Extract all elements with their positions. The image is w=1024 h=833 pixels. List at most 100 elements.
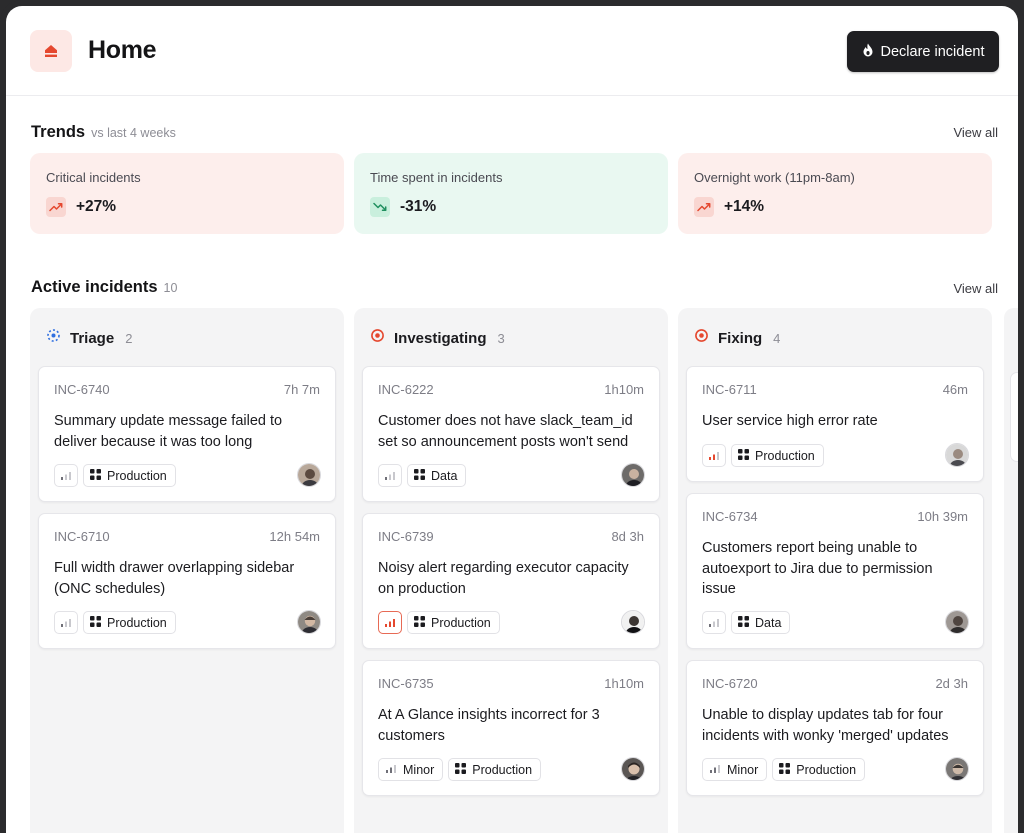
service-grid-icon (738, 615, 749, 630)
incident-card[interactable]: INC-6735 1h10m At A Glance insights inco… (362, 660, 660, 796)
triage-status-icon (46, 328, 61, 348)
trend-up-icon (46, 197, 66, 217)
incident-card-partial[interactable] (1010, 372, 1018, 462)
trends-view-all-link[interactable]: View all (953, 125, 998, 140)
trend-card-time-spent[interactable]: Time spent in incidents -31% (354, 153, 668, 234)
column-triage: Triage 2 INC-6740 7h 7m Summary update m… (30, 308, 344, 833)
column-investigating: Investigating 3 INC-6222 1h10m Customer … (354, 308, 668, 833)
service-grid-icon (90, 615, 101, 630)
column-header: Triage 2 (46, 328, 132, 348)
incident-id: INC-6222 (378, 382, 434, 397)
trend-card-overnight[interactable]: Overnight work (11pm-8am) +14% (678, 153, 992, 234)
service-grid-icon (414, 615, 425, 630)
incident-title: Customers report being unable to autoexp… (702, 540, 933, 597)
incident-title: Full width drawer overlapping sidebar (O… (54, 560, 295, 597)
tag-chip[interactable]: Production (83, 464, 176, 487)
severity-minor-icon (385, 763, 397, 777)
tag-label: Production (431, 615, 491, 630)
avatar[interactable] (945, 757, 969, 781)
app-window: Home Declare incident Trends vs last 4 we… (6, 6, 1018, 833)
incident-card[interactable]: INC-6739 8d 3h Noisy alert regarding exe… (362, 513, 660, 649)
fixing-status-icon (694, 328, 709, 348)
investigating-status-icon (370, 328, 385, 348)
incident-card[interactable]: INC-6710 12h 54m Full width drawer overl… (38, 513, 336, 649)
trends-title: Trends (31, 123, 86, 141)
active-incidents-heading: Active incidents 10 (31, 278, 177, 297)
incident-title: Noisy alert regarding executor capacity … (378, 560, 629, 597)
avatar[interactable] (297, 463, 321, 487)
avatar[interactable] (945, 443, 969, 467)
avatar[interactable] (621, 463, 645, 487)
trend-label: Critical incidents (46, 170, 141, 185)
column-name: Triage (70, 329, 115, 347)
tag-label: Data (431, 468, 458, 483)
incident-card[interactable]: INC-6740 7h 7m Summary update message fa… (38, 366, 336, 502)
tag-label: Production (472, 762, 533, 777)
incident-card[interactable]: INC-6711 46m User service high error rat… (686, 366, 984, 482)
severity-critical-icon[interactable] (378, 611, 402, 634)
trend-value: -31% (400, 198, 437, 215)
tag-chip[interactable]: Production (407, 611, 500, 634)
declare-incident-label: Declare incident (880, 43, 985, 60)
fire-icon (862, 43, 874, 61)
tag-chip[interactable]: Data (407, 464, 467, 487)
avatar[interactable] (945, 610, 969, 634)
incident-title: Unable to display updates tab for four i… (702, 707, 949, 744)
active-view-all-link[interactable]: View all (953, 281, 998, 296)
tag-label: Production (755, 448, 815, 463)
severity-low-icon[interactable] (702, 611, 726, 634)
avatar[interactable] (297, 610, 321, 634)
home-icon (30, 30, 72, 72)
severity-minor-icon (709, 763, 721, 777)
column-fixing: Fixing 4 INC-6711 46m User service high … (678, 308, 992, 833)
incident-card[interactable]: INC-6734 10h 39m Customers report being … (686, 493, 984, 649)
page-header: Home Declare incident (6, 6, 1018, 96)
column-count: 2 (125, 330, 133, 346)
avatar[interactable] (621, 757, 645, 781)
service-grid-icon (738, 448, 749, 463)
tag-chip[interactable]: Production (448, 758, 542, 781)
column-count: 3 (497, 330, 505, 346)
tag-label: Data (755, 615, 782, 630)
incident-id: INC-6739 (378, 529, 434, 544)
incident-title: User service high error rate (702, 413, 878, 429)
trends-heading: Trends vs last 4 weeks (31, 123, 176, 142)
tag-chip[interactable]: Production (83, 611, 176, 634)
column-name: Investigating (394, 329, 487, 347)
incident-id: INC-6740 (54, 382, 110, 397)
tag-chip[interactable]: Data (731, 611, 791, 634)
service-grid-icon (414, 468, 425, 483)
incident-card[interactable]: INC-6222 1h10m Customer does not have sl… (362, 366, 660, 502)
column-header: Investigating 3 (370, 328, 505, 348)
declare-incident-button[interactable]: Declare incident (847, 31, 999, 72)
trends-subtitle: vs last 4 weeks (91, 126, 176, 140)
severity-minor-chip[interactable]: Minor (702, 758, 768, 781)
trend-down-icon (370, 197, 390, 217)
severity-low-icon[interactable] (54, 611, 78, 634)
tag-chip[interactable]: Production (731, 444, 824, 467)
incident-card[interactable]: INC-6720 2d 3h Unable to display updates… (686, 660, 984, 796)
avatar[interactable] (621, 610, 645, 634)
trend-value: +27% (76, 198, 117, 215)
incident-title: Customer does not have slack_team_id set… (378, 413, 633, 450)
tag-chip[interactable]: Production (772, 758, 866, 781)
severity-label: Minor (727, 762, 759, 777)
incident-id: INC-6711 (702, 382, 757, 397)
severity-high-icon[interactable] (702, 444, 726, 467)
incident-id: INC-6734 (702, 509, 758, 524)
tag-label: Production (107, 615, 167, 630)
severity-minor-chip[interactable]: Minor (378, 758, 444, 781)
incident-duration: 10h 39m (917, 509, 968, 524)
incident-title: Summary update message failed to deliver… (54, 413, 283, 450)
service-grid-icon (90, 468, 101, 483)
column-name: Fixing (718, 329, 763, 347)
severity-low-icon[interactable] (54, 464, 78, 487)
incident-id: INC-6710 (54, 529, 110, 544)
severity-low-icon[interactable] (378, 464, 402, 487)
incident-duration: 8d 3h (611, 529, 644, 544)
incident-duration: 46m (942, 382, 968, 397)
column-header: Fixing 4 (694, 328, 780, 348)
trend-card-critical[interactable]: Critical incidents +27% (30, 153, 344, 234)
service-grid-icon (455, 762, 467, 777)
